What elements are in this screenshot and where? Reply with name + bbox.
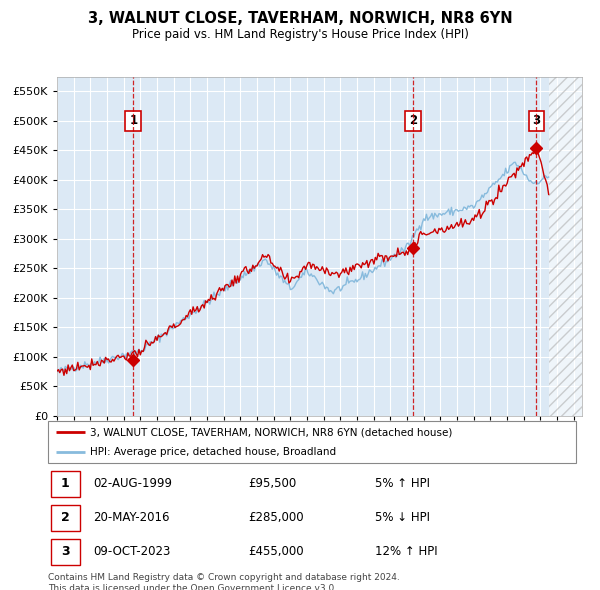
Text: Price paid vs. HM Land Registry's House Price Index (HPI): Price paid vs. HM Land Registry's House … xyxy=(131,28,469,41)
Text: 20-MAY-2016: 20-MAY-2016 xyxy=(93,511,169,525)
Text: 2: 2 xyxy=(61,511,70,525)
Text: 02-AUG-1999: 02-AUG-1999 xyxy=(93,477,172,490)
Text: 3, WALNUT CLOSE, TAVERHAM, NORWICH, NR8 6YN (detached house): 3, WALNUT CLOSE, TAVERHAM, NORWICH, NR8 … xyxy=(90,427,452,437)
Text: 09-OCT-2023: 09-OCT-2023 xyxy=(93,545,170,558)
Text: 1: 1 xyxy=(129,114,137,127)
Text: £455,000: £455,000 xyxy=(248,545,304,558)
Text: HPI: Average price, detached house, Broadland: HPI: Average price, detached house, Broa… xyxy=(90,447,337,457)
Bar xyxy=(548,77,582,416)
Text: £285,000: £285,000 xyxy=(248,511,304,525)
Text: £95,500: £95,500 xyxy=(248,477,297,490)
Text: 12% ↑ HPI: 12% ↑ HPI xyxy=(376,545,438,558)
Text: 1: 1 xyxy=(61,477,70,490)
Text: 5% ↑ HPI: 5% ↑ HPI xyxy=(376,477,430,490)
Text: 2: 2 xyxy=(409,114,418,127)
Text: 3, WALNUT CLOSE, TAVERHAM, NORWICH, NR8 6YN: 3, WALNUT CLOSE, TAVERHAM, NORWICH, NR8 … xyxy=(88,11,512,25)
Text: 3: 3 xyxy=(61,545,70,558)
Text: Contains HM Land Registry data © Crown copyright and database right 2024.
This d: Contains HM Land Registry data © Crown c… xyxy=(48,573,400,590)
Bar xyxy=(50,505,80,530)
Text: 5% ↓ HPI: 5% ↓ HPI xyxy=(376,511,430,525)
Text: 3: 3 xyxy=(532,114,541,127)
Bar xyxy=(50,539,80,565)
Bar xyxy=(50,471,80,497)
